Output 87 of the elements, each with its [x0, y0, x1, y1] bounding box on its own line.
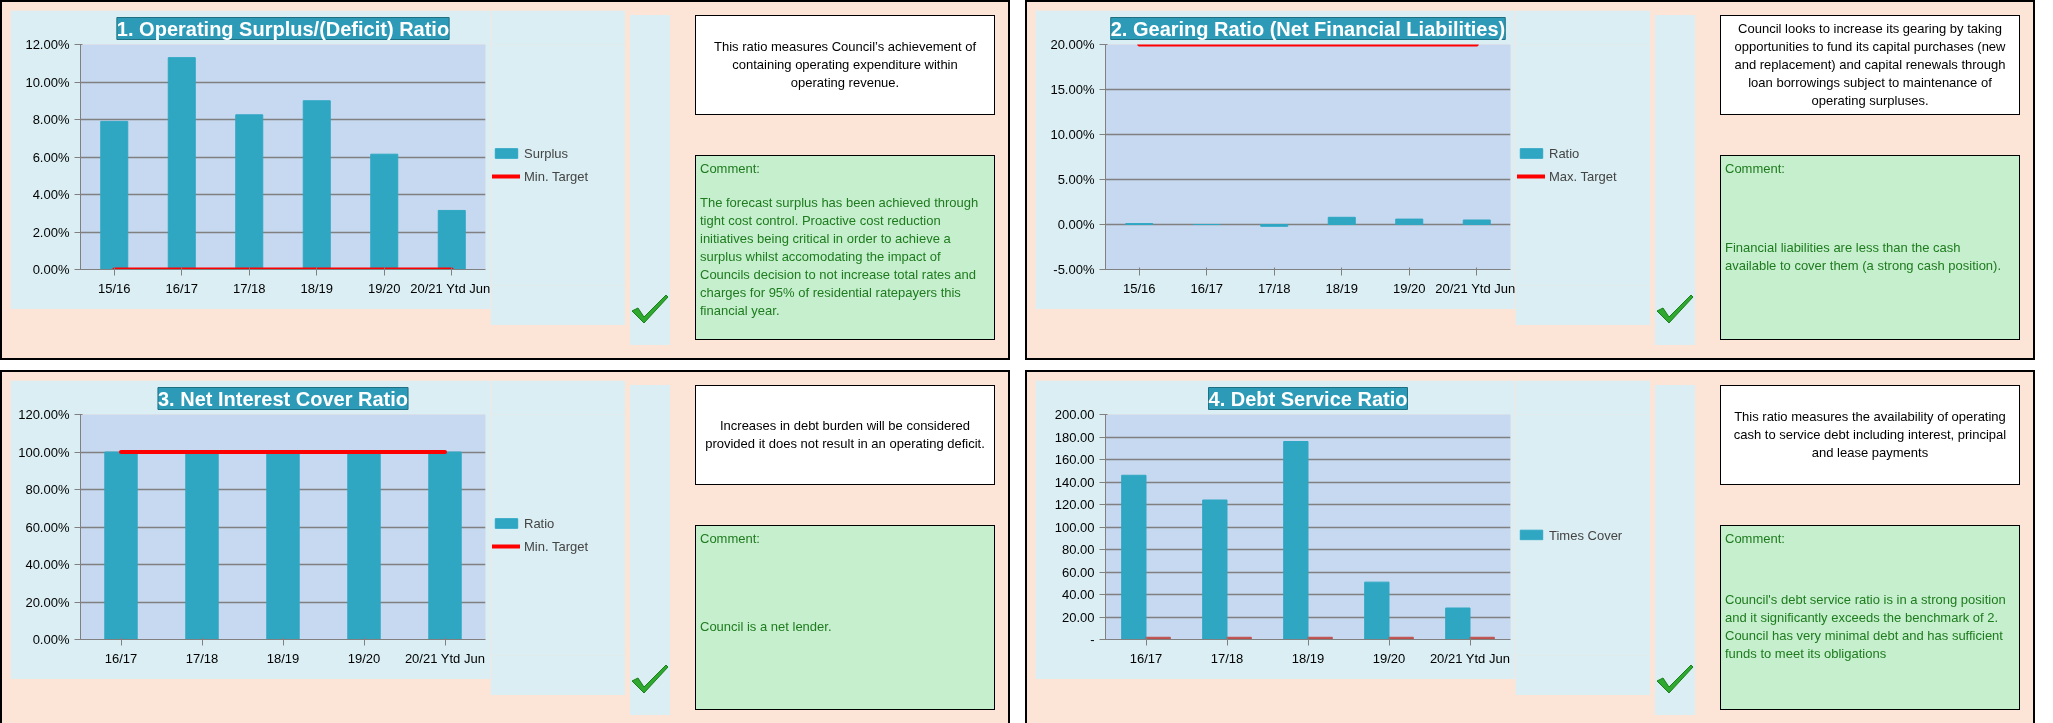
- y-tick-label: 80.00%: [25, 482, 70, 497]
- chart-title: 4. Debt Service Ratio: [1208, 387, 1408, 410]
- x-tick-label: 19/20: [1392, 280, 1426, 296]
- y-tick-label: 6.00%: [32, 149, 70, 165]
- text: Comment:: [700, 530, 761, 548]
- x-tick-label: 17/18: [185, 650, 219, 666]
- x-tick-label: 16/17: [165, 280, 199, 296]
- y-tick-label: 80.00: [1061, 542, 1095, 557]
- y-tick-label: 12.00%: [25, 37, 70, 52]
- x-tick-label: 16/17: [1129, 650, 1163, 666]
- y-tick-label: 10.00%: [1050, 127, 1095, 142]
- y-tick-label: 15.00%: [1050, 82, 1095, 97]
- legend-label: Min. Target: [524, 538, 589, 554]
- text: Increases in debt burden will be considered provided it does not result in an operating deficit.: [695, 385, 995, 485]
- chart-title: 1. Operating Surplus/(Deficit) Ratio: [116, 17, 450, 40]
- legend-label: Ratio: [524, 515, 555, 531]
- text: Council looks to increase its gearing by taking opportunities to fund its capital purchases (new and replacement) and capital renewals through loan borrowings subject to maintenance of operating surpluses.: [1720, 15, 2020, 115]
- x-tick-label: 19/20: [367, 280, 401, 296]
- legend-label: Times Cover: [1549, 527, 1623, 542]
- bar: [1283, 441, 1309, 640]
- y-tick-label: 5.00%: [1057, 172, 1095, 187]
- y-tick-label: 160.00: [1054, 452, 1095, 467]
- text: Comment:: [700, 160, 761, 178]
- x-tick-label: 16/17: [104, 650, 138, 666]
- bar: [1121, 474, 1147, 640]
- y-tick-label: 20.00: [1061, 609, 1095, 625]
- y-tick-label: 140.00: [1054, 474, 1095, 490]
- y-tick-label: -5.00%: [1053, 262, 1095, 277]
- bar: [100, 120, 129, 270]
- text: The forecast surplus has been achieved through tight cost control. Proactive cost reduction initiatives being critical in order to achieve a surplus whilst accomodating the impact of Councils decision to not increase total rates and charges for 95% of residential ratepayers this financial year.: [700, 193, 980, 320]
- y-tick-label: 8.00%: [32, 112, 70, 127]
- y-tick-label: 40.00%: [25, 557, 70, 572]
- chart-title: 3. Net Interest Cover Ratio: [157, 387, 409, 410]
- chart-title: 2. Gearing Ratio (Net Financial Liabilities): [1110, 17, 1506, 40]
- x-tick-label: 19/20: [347, 650, 381, 666]
- x-tick-label: 15/16: [1122, 280, 1156, 296]
- bar: [167, 57, 196, 270]
- legend-label: Min. Target: [524, 168, 589, 184]
- y-tick-label: 10.00%: [25, 74, 70, 90]
- x-tick-label: 20/21 Ytd Jun: [1435, 280, 1516, 296]
- y-tick-label: 100.00%: [18, 444, 70, 460]
- text: Comment:: [1725, 530, 1786, 548]
- text: This ratio measures the availability of operating cash to service debt including interest, principal and lease payments: [1720, 385, 2020, 485]
- x-tick-label: 16/17: [1190, 280, 1224, 296]
- text: This ratio measures Council’s achievement of containing operating expenditure within operating revenue.: [695, 15, 995, 115]
- text: Comment:: [1725, 160, 1786, 178]
- bar: [235, 114, 264, 270]
- x-tick-label: 20/21 Ytd Jun: [410, 280, 491, 296]
- y-tick-label: 100.00: [1054, 519, 1095, 535]
- bar: [437, 209, 466, 270]
- x-tick-label: 18/19: [1291, 650, 1325, 666]
- y-tick-label: 180.00: [1054, 429, 1095, 445]
- x-tick-label: 17/18: [1257, 280, 1291, 296]
- y-tick-label: 120.00: [1054, 497, 1095, 512]
- legend-label: Max. Target: [1549, 168, 1617, 184]
- y-tick-label: 20.00%: [25, 594, 70, 610]
- y-tick-label: 4.00%: [32, 187, 70, 202]
- y-tick-label: 200.00: [1054, 407, 1095, 422]
- bar: [1202, 499, 1228, 640]
- x-tick-label: 17/18: [1210, 650, 1244, 666]
- bar: [370, 153, 399, 270]
- x-tick-label: 20/21 Ytd Jun: [404, 650, 485, 666]
- text: Financial liabilities are less than the cash available to cover them (a strong cash position).: [1725, 238, 2003, 275]
- bar: [1445, 607, 1471, 640]
- y-tick-label: 120.00%: [18, 407, 70, 422]
- y-tick-label: -: [1090, 632, 1095, 647]
- y-tick-label: 20.00%: [1050, 37, 1095, 52]
- text: Council is a net lender.: [700, 617, 833, 636]
- y-tick-label: 40.00: [1061, 587, 1095, 602]
- x-tick-label: 18/19: [300, 280, 334, 296]
- y-tick-label: 60.00: [1061, 564, 1095, 580]
- y-tick-label: 0.00%: [32, 632, 70, 647]
- x-tick-label: 18/19: [266, 650, 300, 666]
- x-tick-label: 20/21 Ytd Jun: [1429, 650, 1510, 666]
- x-tick-label: 15/16: [97, 280, 131, 296]
- x-tick-label: 19/20: [1372, 650, 1406, 666]
- y-tick-label: 0.00%: [1057, 217, 1095, 232]
- y-tick-label: 2.00%: [32, 224, 70, 240]
- legend-label: Surplus: [524, 145, 569, 161]
- legend-label: Ratio: [1549, 145, 1580, 161]
- x-tick-label: 18/19: [1325, 280, 1359, 296]
- text: Council's debt service ratio is in a strong position and it significantly exceeds the benchmark of 2. Council has very minimal debt and has sufficient funds to meet its obligations: [1725, 590, 2007, 663]
- bar: [1364, 581, 1390, 640]
- bar: [302, 100, 331, 270]
- y-tick-label: 0.00%: [32, 262, 70, 277]
- x-tick-label: 17/18: [232, 280, 266, 296]
- y-tick-label: 60.00%: [25, 519, 70, 535]
